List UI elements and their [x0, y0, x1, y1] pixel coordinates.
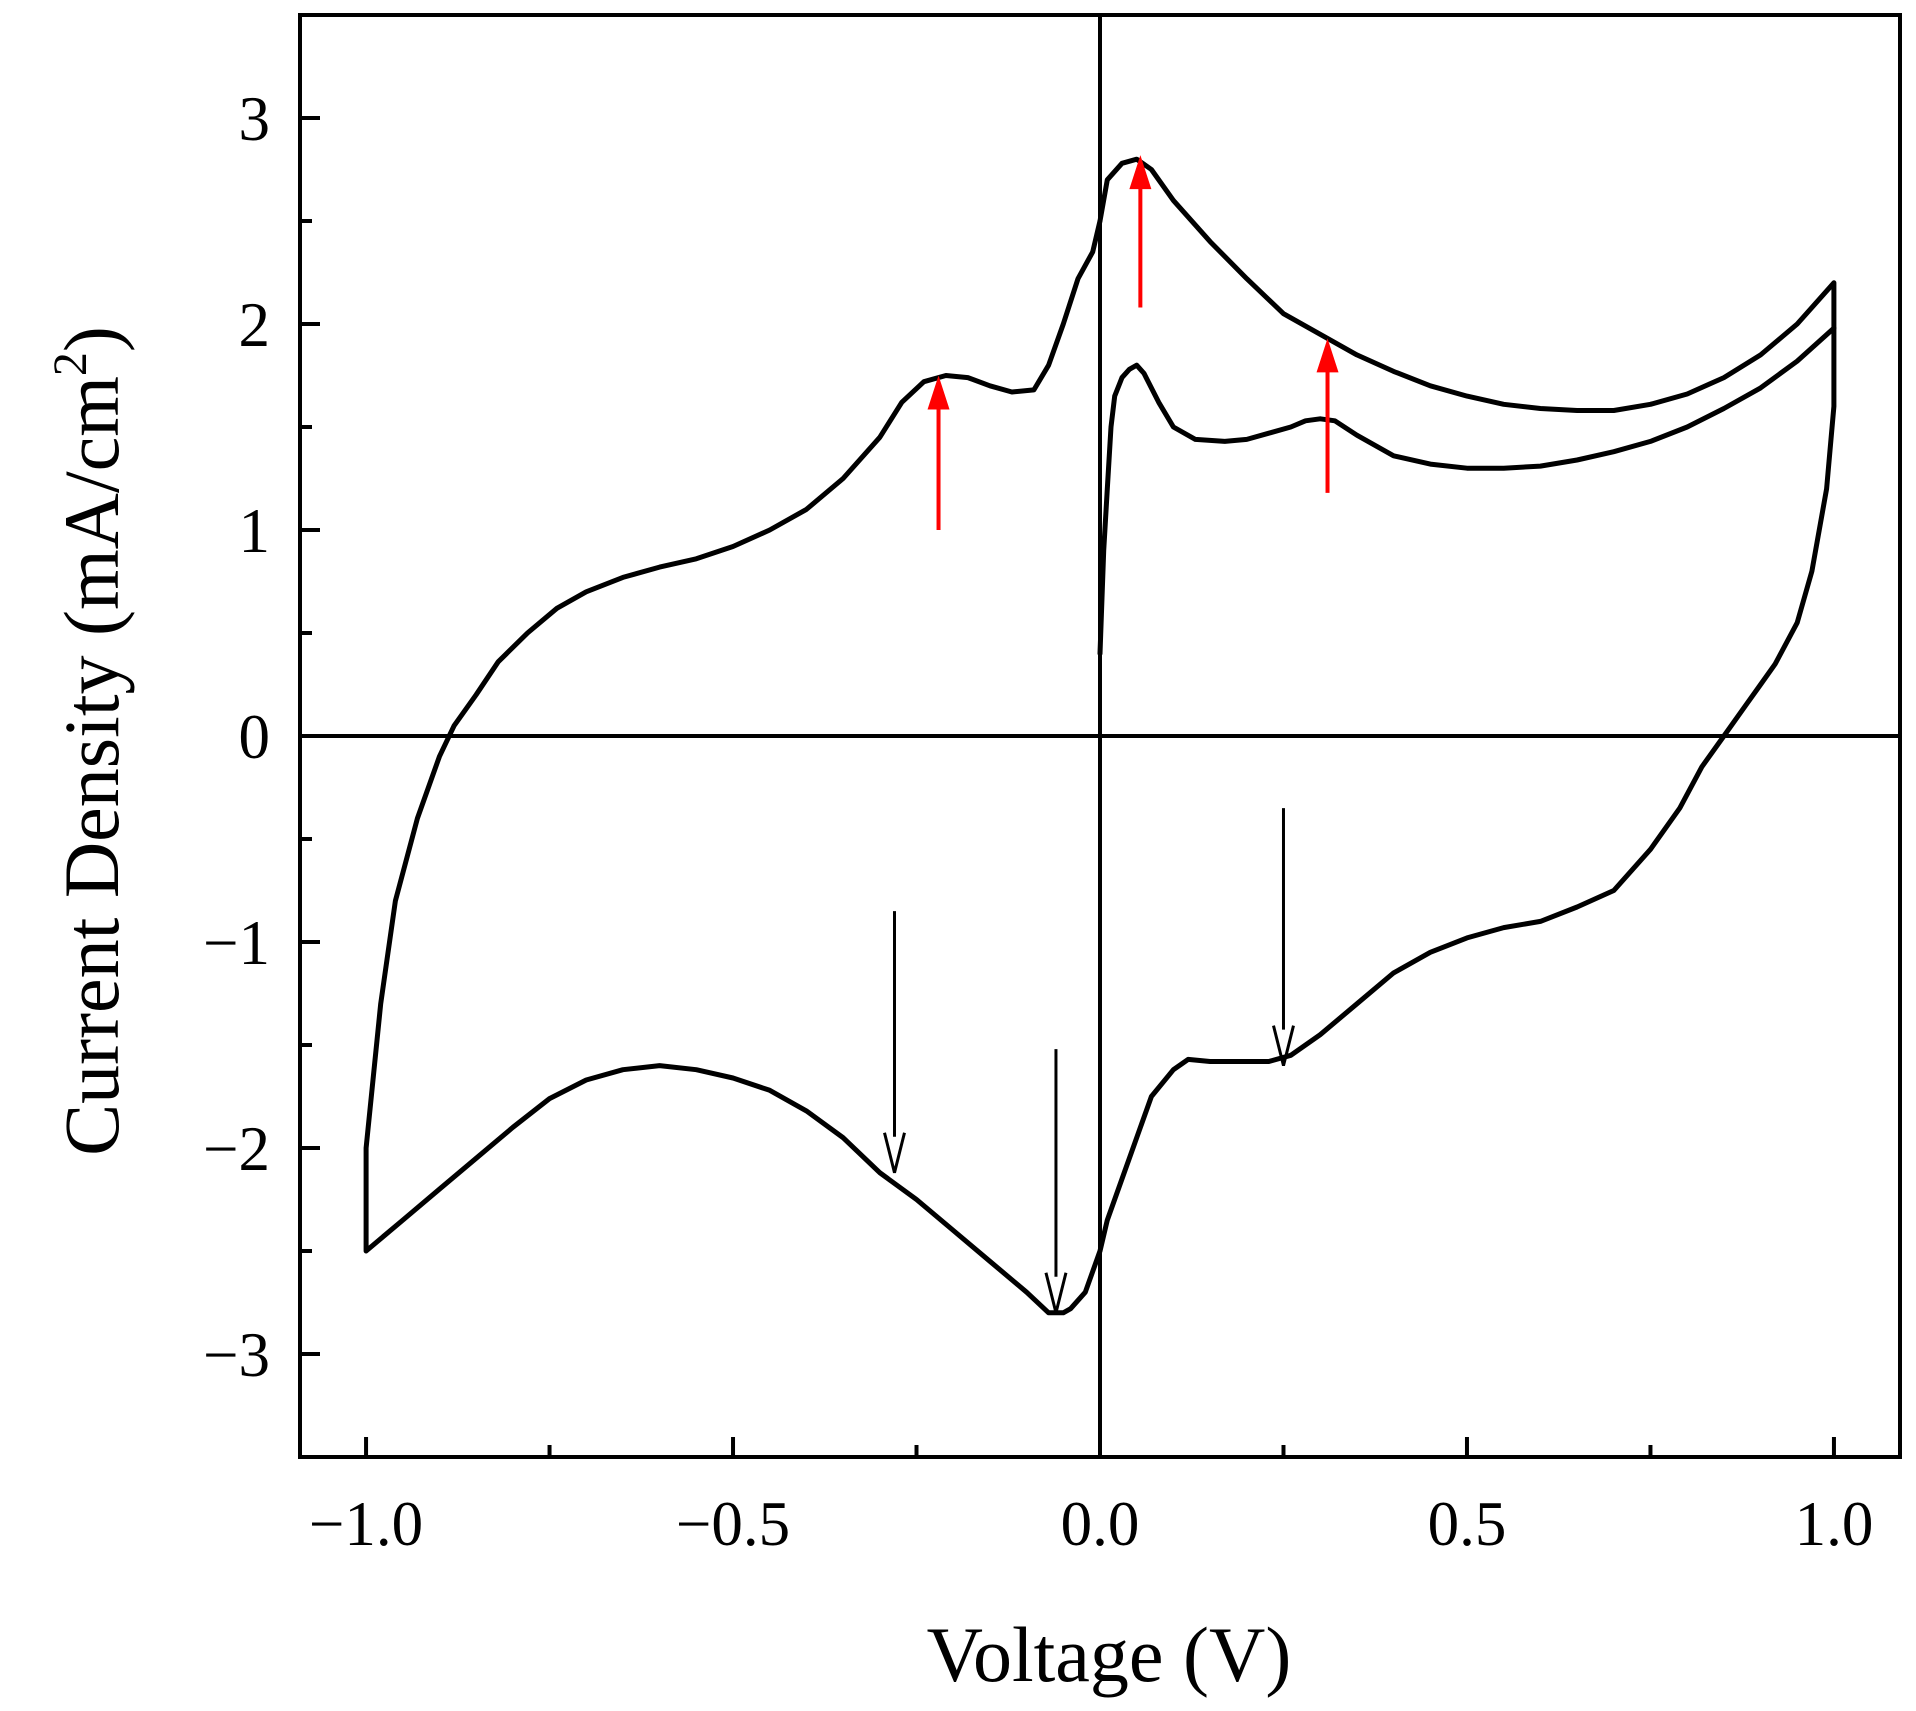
- y-tick-label: 3: [239, 84, 271, 154]
- arrow-head: [927, 375, 950, 410]
- axis-ticks: [300, 116, 1836, 1457]
- y-tick-label: −2: [203, 1114, 270, 1184]
- arrow-head: [1129, 155, 1152, 190]
- arrow-head: [883, 1132, 906, 1174]
- black-peak-arrow-down: [1044, 1049, 1068, 1314]
- y-tick-label: 0: [239, 702, 271, 772]
- red-peak-arrow-up: [1316, 338, 1339, 493]
- red-peak-arrow-up: [1129, 155, 1152, 308]
- x-tick-label: 0.0: [1061, 1489, 1140, 1559]
- y-axis-title: Current Density (mA/cm2): [44, 326, 135, 1156]
- series-line-cycle-2: [1097, 325, 1837, 657]
- series-line-cycle-1: [363, 156, 1837, 1316]
- series-layer: [363, 156, 1837, 1316]
- x-tick-label: −0.5: [676, 1489, 790, 1559]
- x-axis-title: Voltage (V): [927, 1611, 1292, 1698]
- y-tick-label: −3: [203, 1320, 270, 1390]
- arrow-head: [1316, 338, 1339, 373]
- tick-labels: −1.0 −0.5 0.0 0.5 1.0 −3 −2 −1 0 1 2 3: [203, 84, 1873, 1559]
- y-axis-title-close: ): [48, 326, 135, 352]
- arrow-head: [1044, 1272, 1068, 1314]
- reference-lines: [300, 15, 1900, 1457]
- x-tick-label: 0.5: [1428, 1489, 1507, 1559]
- black-peak-arrow-down: [1272, 808, 1295, 1066]
- y-axis-title-main: Current Density (mA/cm: [48, 376, 135, 1156]
- y-tick-label: −1: [203, 908, 270, 978]
- black-peak-arrow-down: [883, 911, 906, 1174]
- arrow-head: [1272, 1025, 1295, 1066]
- y-axis-title-superscript: 2: [44, 352, 97, 376]
- y-tick-label: 2: [239, 290, 271, 360]
- y-tick-label: 1: [239, 496, 271, 566]
- x-tick-label: 1.0: [1795, 1489, 1874, 1559]
- red-peak-arrow-up: [927, 375, 950, 530]
- annotation-arrows: [883, 155, 1339, 1314]
- x-tick-label: −1.0: [309, 1489, 423, 1559]
